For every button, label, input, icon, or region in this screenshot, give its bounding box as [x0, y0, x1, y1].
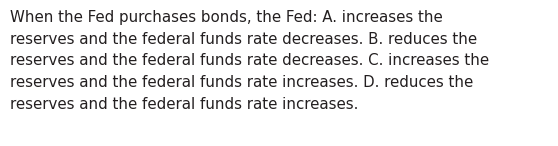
Text: When the Fed purchases bonds, the Fed: A. increases the
reserves and the federal: When the Fed purchases bonds, the Fed: A…	[10, 10, 489, 112]
